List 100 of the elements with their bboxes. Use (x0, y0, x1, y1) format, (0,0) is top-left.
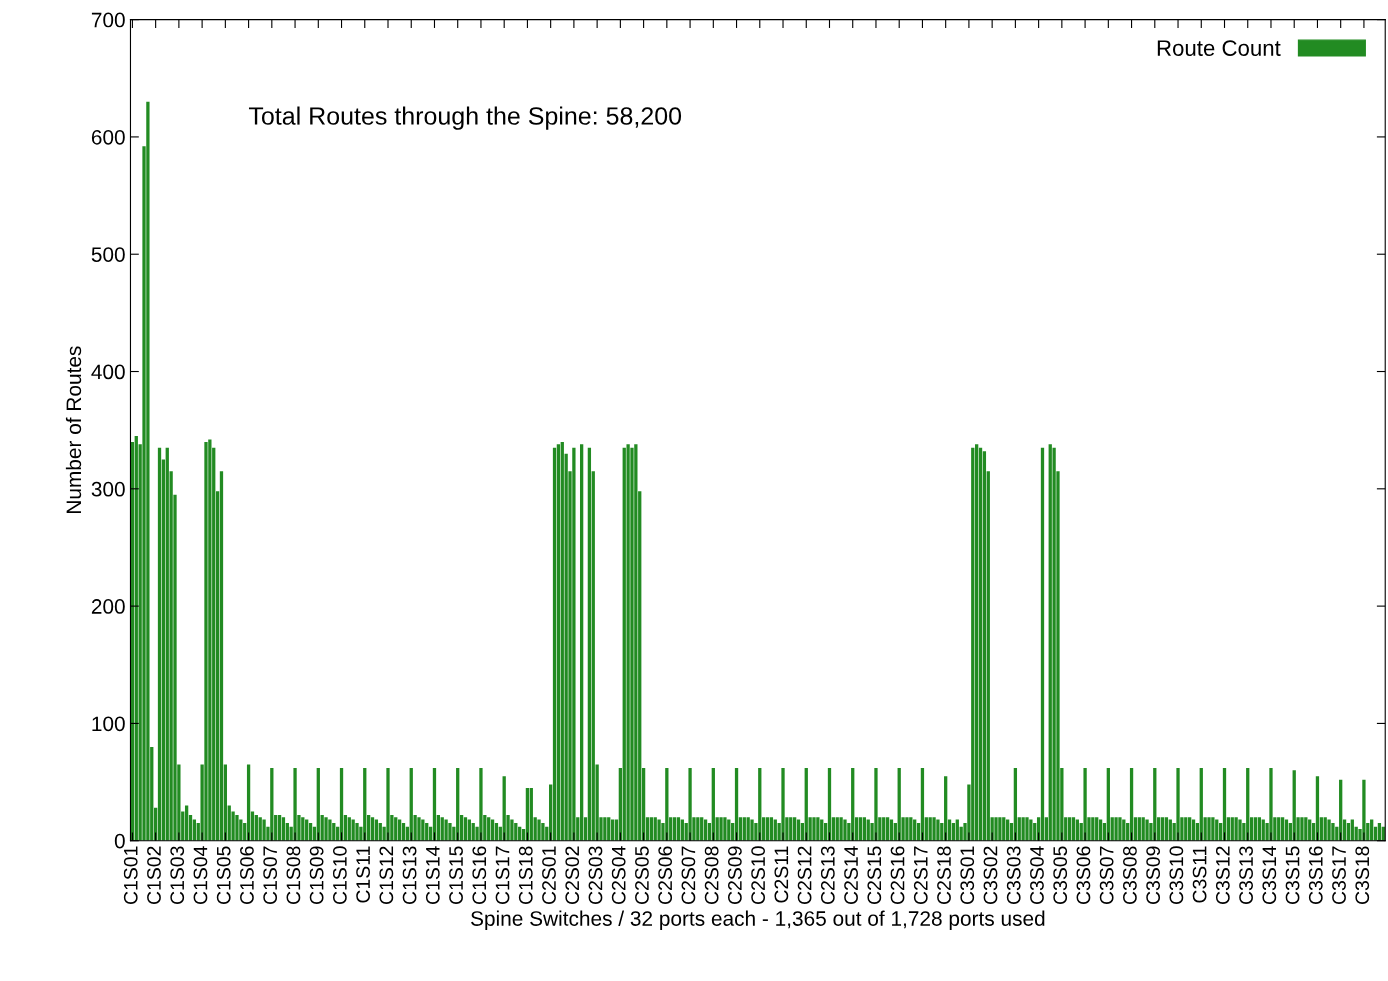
bar (971, 447, 975, 841)
bar (281, 817, 286, 841)
bar (1230, 817, 1234, 841)
x-tick-label: C3S03 (1006, 846, 1021, 905)
x-tick-label: C2S14 (844, 846, 858, 905)
bar (347, 817, 351, 841)
bar (1253, 817, 1258, 841)
bar (444, 819, 448, 841)
x-tick-label: C3S04 (1030, 846, 1044, 905)
x-tick-label: C2S11 (774, 846, 789, 903)
bar (781, 767, 785, 841)
bar (1269, 767, 1273, 841)
bar (975, 444, 979, 841)
bar (421, 819, 425, 841)
bar (607, 817, 611, 841)
bar (560, 441, 564, 841)
bar (812, 817, 816, 841)
bar (552, 447, 557, 841)
bar (1164, 817, 1169, 841)
bar (1040, 447, 1045, 841)
bar (1257, 817, 1262, 841)
bar (936, 819, 940, 841)
bar (874, 767, 878, 841)
x-tick-label: C2S04 (611, 846, 626, 905)
y-tick-label: 0 (114, 833, 125, 849)
bar (700, 817, 704, 841)
bar (742, 817, 746, 841)
bar (1029, 819, 1033, 841)
x-tick-label: C3S17 (1332, 846, 1346, 905)
bar (603, 817, 607, 841)
x-tick-label: C3S13 (1239, 846, 1253, 905)
x-tick-label: C3S18 (1355, 846, 1370, 905)
x-tick-label: C1S17 (495, 846, 510, 905)
bar (858, 817, 863, 841)
x-tick-label: C3S08 (1123, 846, 1137, 905)
bar (676, 817, 681, 841)
bar (843, 819, 847, 841)
bar (386, 767, 390, 841)
bar (862, 817, 866, 841)
bar (1362, 779, 1366, 841)
x-tick-label: C2S12 (797, 846, 812, 905)
bar (1211, 817, 1215, 841)
bar (1091, 817, 1095, 841)
bar (882, 817, 886, 841)
bar (541, 823, 545, 841)
x-tick-label: C3S10 (1169, 846, 1184, 905)
bar (146, 101, 150, 841)
bar (165, 447, 169, 841)
bar (622, 447, 626, 841)
legend-label: Route Count (1157, 40, 1281, 56)
y-tick-label: 200 (91, 599, 125, 614)
bar (208, 439, 212, 841)
x-tick-label: C2S07 (681, 846, 696, 905)
bar (1327, 819, 1331, 841)
x-tick-label: C1S08 (286, 846, 301, 905)
bar (587, 447, 592, 841)
bar (1207, 817, 1211, 841)
bar (789, 817, 793, 841)
x-tick-label: C3S05 (1053, 846, 1068, 905)
x-tick-label: C3S14 (1262, 846, 1277, 905)
bar (1002, 817, 1006, 841)
bar (1145, 819, 1149, 841)
bar (928, 817, 932, 841)
bar (885, 817, 890, 841)
bar (905, 817, 909, 841)
bar (1118, 817, 1122, 841)
bar (448, 823, 452, 841)
bar (1160, 817, 1165, 841)
x-tick-label: C3S06 (1076, 846, 1091, 905)
bar (769, 817, 774, 841)
x-tick-label: C3S09 (1146, 846, 1161, 905)
x-tick-label: C3S15 (1285, 846, 1300, 905)
x-axis-title: Spine Switches / 32 ports each - 1,365 out of 1,728 ports used (471, 910, 1045, 931)
bar (394, 817, 398, 841)
bar (626, 444, 630, 841)
bar (1071, 817, 1076, 841)
bar (932, 817, 936, 841)
y-tick-label: 100 (92, 716, 125, 732)
bar (696, 817, 700, 841)
x-tick-label: C1S06 (240, 846, 254, 905)
bar (510, 819, 514, 841)
bar (572, 447, 576, 841)
bar (1234, 817, 1238, 841)
x-tick-label: C1S07 (263, 846, 278, 905)
bar (219, 471, 224, 841)
bar (672, 817, 677, 841)
x-tick-label: C2S13 (820, 846, 835, 905)
y-tick-label: 500 (91, 247, 125, 262)
bar (556, 444, 561, 841)
bar (440, 817, 444, 841)
y-axis-title: Number of Routes (65, 346, 82, 513)
bar (719, 817, 723, 841)
x-tick-label: C1S13 (402, 846, 417, 905)
x-tick-label: C2S01 (542, 846, 556, 905)
x-tick-label: C3S01 (960, 846, 975, 905)
x-tick-label: C1S09 (309, 846, 324, 905)
bar (978, 447, 983, 841)
x-tick-label: C2S17 (913, 846, 928, 905)
bar (649, 817, 653, 841)
x-tick-label: C2S06 (658, 846, 673, 905)
